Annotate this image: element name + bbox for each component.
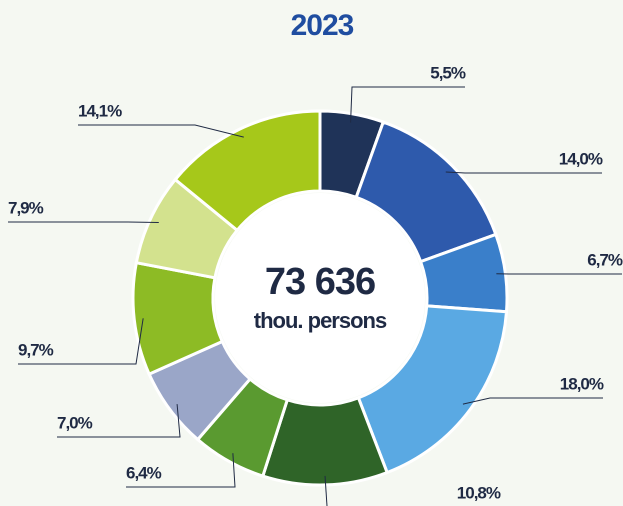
leader-line xyxy=(350,86,465,123)
leader-line xyxy=(57,404,181,438)
leader-line xyxy=(445,171,602,174)
data-label: 18,0% xyxy=(560,374,604,393)
data-label: 6,7% xyxy=(587,250,623,269)
data-label: 7,9% xyxy=(8,198,44,217)
leader-line xyxy=(462,397,603,405)
center-value: 73 636 xyxy=(265,261,375,303)
leader-line xyxy=(126,453,236,488)
data-label: 7,0% xyxy=(57,413,93,432)
donut-slice xyxy=(173,109,322,233)
leader-line xyxy=(78,124,244,138)
center-unit: thou. persons xyxy=(254,308,387,333)
data-label: 9,7% xyxy=(18,340,54,359)
data-label: 5,5% xyxy=(430,63,466,82)
data-label: 6,4% xyxy=(126,463,162,482)
leader-line xyxy=(324,475,328,506)
data-label: 10,8% xyxy=(457,483,501,502)
data-label: 14,0% xyxy=(559,149,603,168)
donut-hole xyxy=(215,193,425,403)
chart-title: 2023 xyxy=(291,9,354,42)
data-label: 14,1% xyxy=(78,101,122,120)
leader-line xyxy=(8,221,159,224)
leader-line xyxy=(18,318,144,365)
